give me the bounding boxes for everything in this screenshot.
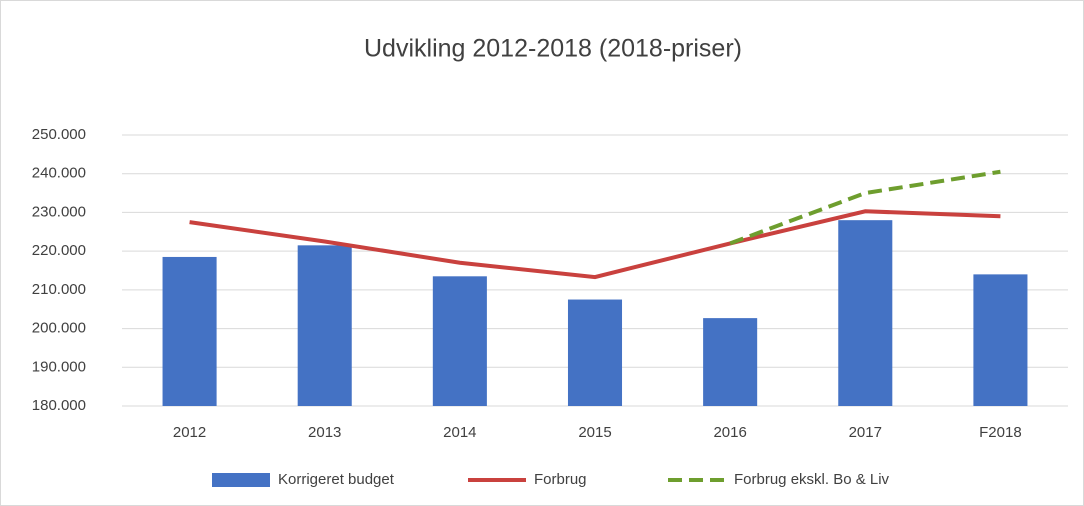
legend-label: Forbrug bbox=[534, 471, 587, 488]
bar bbox=[432, 276, 487, 406]
y-tick-label: 210.000 bbox=[32, 281, 86, 298]
bar bbox=[567, 299, 623, 406]
y-tick-label: 220.000 bbox=[32, 242, 86, 259]
y-tick-label: 230.000 bbox=[32, 203, 86, 220]
x-tick-label: 2016 bbox=[713, 424, 746, 441]
x-tick-label: 2012 bbox=[173, 424, 206, 441]
x-tick-label: 2015 bbox=[578, 424, 611, 441]
bar bbox=[703, 318, 758, 406]
bar bbox=[162, 256, 217, 406]
legend-label: Forbrug ekskl. Bo & Liv bbox=[734, 471, 890, 488]
legend-label: Korrigeret budget bbox=[278, 471, 395, 488]
x-tick-label: F2018 bbox=[979, 424, 1022, 441]
line bbox=[189, 209, 1001, 280]
y-tick-label: 200.000 bbox=[32, 320, 86, 337]
chart-title: Udvikling 2012-2018 (2018-priser) bbox=[364, 35, 742, 63]
x-tick-label: 2017 bbox=[849, 424, 882, 441]
y-tick-label: 180.000 bbox=[32, 397, 86, 414]
y-tick-label: 240.000 bbox=[32, 165, 86, 182]
bar bbox=[838, 220, 893, 406]
y-tick-label: 190.000 bbox=[32, 358, 86, 375]
bar bbox=[297, 245, 352, 406]
y-tick-label: 250.000 bbox=[32, 126, 86, 143]
x-tick-label: 2014 bbox=[443, 424, 476, 441]
bar bbox=[973, 274, 1028, 406]
x-tick-label: 2013 bbox=[308, 424, 341, 441]
line bbox=[729, 169, 1001, 246]
legend-swatch bbox=[212, 473, 270, 487]
